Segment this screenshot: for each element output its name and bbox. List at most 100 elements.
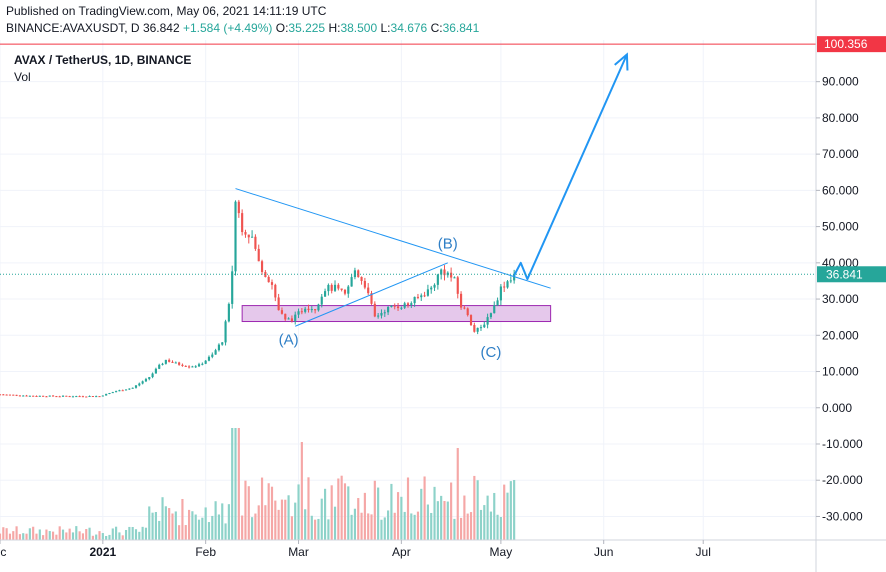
volume-bar xyxy=(164,506,167,540)
trendline xyxy=(295,262,448,327)
volume-bar xyxy=(373,480,376,540)
candle-body xyxy=(227,303,230,322)
candle-body xyxy=(347,286,350,294)
volume-bar xyxy=(433,486,436,540)
candle-body xyxy=(85,396,88,398)
volume-bar xyxy=(406,477,410,540)
volume-bar xyxy=(473,475,476,540)
candle-body xyxy=(5,394,8,396)
candle-body xyxy=(304,308,307,312)
candle-body xyxy=(274,284,277,298)
volume-bar xyxy=(168,508,171,540)
candle-body xyxy=(333,284,337,291)
candle-body xyxy=(260,261,264,272)
candle-body xyxy=(194,366,197,368)
volume-bar xyxy=(330,485,333,540)
volume-bar xyxy=(304,509,307,540)
candle-body xyxy=(151,373,154,378)
candle-body xyxy=(178,362,181,365)
volume-bar xyxy=(95,534,98,540)
volume-bar xyxy=(300,442,303,540)
candle-body xyxy=(224,321,227,343)
candle-body xyxy=(337,284,340,289)
candle-body xyxy=(58,396,61,398)
volume-bar xyxy=(459,517,463,540)
volume-bar xyxy=(241,515,244,540)
candle-body xyxy=(423,295,426,297)
candle-body xyxy=(410,303,413,306)
volume-bar xyxy=(75,526,78,540)
candle-body xyxy=(294,314,297,321)
candle-body xyxy=(254,236,257,249)
candle-body xyxy=(75,396,78,398)
candle-body xyxy=(158,364,161,369)
volume-bar xyxy=(247,486,250,540)
candle-body xyxy=(71,396,75,398)
volume-bar xyxy=(71,532,75,540)
symbol-ohlc-line: BINANCE:AVAXUSDT, D 36.842 +1.584 (+4.49… xyxy=(6,21,479,35)
volume-bar xyxy=(370,514,373,540)
volume-bar xyxy=(105,535,108,540)
candle-body xyxy=(297,311,300,315)
candle-body xyxy=(161,363,164,365)
volume-bar xyxy=(227,504,230,540)
published-header: Published on TradingView.com, May 06, 20… xyxy=(6,4,327,18)
volume-bar xyxy=(251,517,254,540)
candle-body xyxy=(327,284,330,292)
volume-bar xyxy=(32,526,35,540)
candle-body xyxy=(88,396,91,398)
candle-body xyxy=(310,309,313,311)
volume-bar xyxy=(320,498,323,540)
candle-body xyxy=(257,248,260,262)
candle-body xyxy=(390,305,393,308)
candle-body xyxy=(25,395,28,397)
candle-body xyxy=(141,381,144,384)
volume-bar xyxy=(124,529,128,540)
candle-body xyxy=(51,395,55,397)
volume-bar xyxy=(390,483,393,540)
candle-body xyxy=(380,312,383,316)
candle-body xyxy=(340,288,343,290)
volume-bar xyxy=(178,525,181,540)
candle-body xyxy=(453,277,456,279)
x-tick-label: Jun xyxy=(594,545,613,559)
volume-bar xyxy=(128,526,131,540)
candle-body xyxy=(503,286,506,288)
candle-body xyxy=(406,303,410,306)
volume-bar xyxy=(314,519,317,540)
candle-body xyxy=(221,342,224,345)
candle-body xyxy=(15,394,18,396)
y-tick-label: 0.000 xyxy=(822,401,852,415)
candle-body xyxy=(323,291,327,297)
volume-bar xyxy=(509,481,512,540)
volume-bar xyxy=(138,531,141,540)
volume-bar xyxy=(0,533,2,540)
volume-bar xyxy=(430,512,433,540)
candle-body xyxy=(459,293,463,308)
candle-body xyxy=(280,310,284,314)
volume-bar xyxy=(38,529,41,540)
candle-body xyxy=(393,305,396,307)
candle-body xyxy=(22,395,25,397)
volume-bar xyxy=(486,495,489,540)
candle-body xyxy=(473,325,476,332)
volume-bar xyxy=(231,428,234,540)
candle-body xyxy=(32,395,35,397)
candle-body xyxy=(373,303,376,317)
daily-change: +1.584 (+4.49%) xyxy=(182,21,273,35)
volume-bar xyxy=(5,528,8,540)
volume-bar xyxy=(204,507,207,540)
y-tick-label: 50.000 xyxy=(822,220,859,234)
candle-body xyxy=(270,282,274,285)
candle-body xyxy=(387,307,390,313)
candle-body xyxy=(483,324,486,328)
volume-bar xyxy=(68,528,71,540)
volume-bar xyxy=(184,525,187,540)
candle-body xyxy=(168,359,171,362)
candle-body xyxy=(237,201,240,214)
candle-body xyxy=(28,395,31,397)
candle-body xyxy=(154,368,157,374)
volume-bar xyxy=(469,512,473,540)
candle-body xyxy=(121,390,124,392)
